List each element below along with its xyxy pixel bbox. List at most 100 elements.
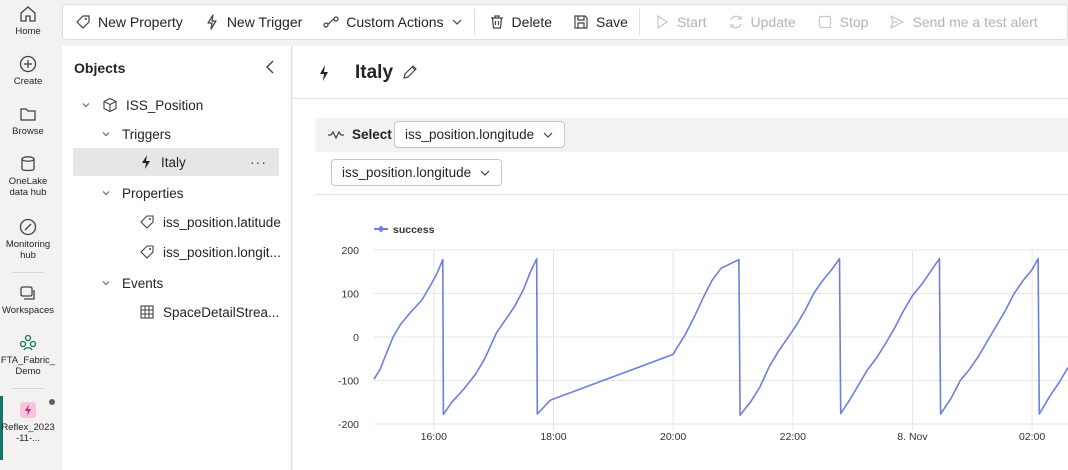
group-icon — [19, 334, 37, 351]
tree-item-label: Events — [122, 275, 164, 291]
x-tick-label: 02:00 — [1019, 431, 1045, 443]
toolbar-divider — [638, 9, 640, 35]
x-tick-label: 22:00 — [780, 431, 806, 443]
send-test-alert-label: Send me a test alert — [912, 14, 1038, 30]
nav-reflex-item[interactable]: Reflex_2023 -11-... — [0, 400, 56, 444]
folder-icon — [20, 108, 36, 121]
nav-home-label: Home — [15, 26, 41, 37]
chevron-down-icon — [452, 19, 461, 25]
flow-icon — [323, 16, 339, 28]
chevron-down-icon[interactable] — [80, 99, 92, 111]
trigger-title: Italy — [355, 62, 394, 83]
nav-create-label: Create — [13, 76, 43, 87]
tree-item-triggers[interactable]: Triggers — [62, 120, 292, 148]
tree-item-property-longitude[interactable]: iss_position.longit... — [62, 238, 292, 266]
workspaces-icon — [20, 286, 35, 300]
wave-icon — [328, 130, 344, 140]
nav-unsaved-dot — [49, 399, 55, 405]
chevron-down-icon — [480, 170, 490, 176]
save-icon — [574, 15, 588, 29]
send-test-alert-button[interactable]: Send me a test alert — [877, 4, 1046, 40]
lightning-icon — [320, 65, 328, 81]
update-button[interactable]: Update — [716, 4, 805, 40]
tree-item-trigger-italy[interactable]: Italy ··· — [73, 148, 279, 176]
property-dropdown[interactable]: iss_position.longitude — [331, 159, 503, 186]
new-property-button[interactable]: New Property — [63, 4, 192, 40]
nav-active-indicator — [0, 396, 3, 460]
tree-item-iss-position[interactable]: ISS_Position — [62, 91, 292, 119]
tree-item-property-latitude[interactable]: iss_position.latitude — [62, 208, 292, 236]
save-label: Save — [596, 14, 628, 30]
nav-workspace-fta[interactable]: FTA_Fabric_ Demo — [0, 333, 56, 377]
objects-title: Objects — [74, 60, 126, 76]
lightning-icon — [142, 155, 150, 169]
nav-divider — [12, 272, 44, 273]
nav-create[interactable]: Create — [0, 54, 56, 87]
select-bar: Select iss_position.longitude — [315, 118, 1068, 152]
chevron-down-icon — [543, 132, 553, 138]
delete-label: Delete — [511, 14, 553, 30]
tree-item-label: ISS_Position — [126, 97, 204, 113]
tree-item-events[interactable]: Events — [62, 269, 292, 297]
nav-home[interactable]: Home — [0, 4, 56, 37]
new-trigger-label: New Trigger — [226, 14, 303, 30]
nav-onelake[interactable]: OneLake data hub — [0, 154, 56, 198]
tree-item-label: SpaceDetailStrea... — [163, 304, 280, 320]
new-property-label: New Property — [98, 14, 183, 30]
reflex-icon — [20, 402, 36, 418]
tree-item-label: iss_position.latitude — [163, 214, 281, 230]
series-line-success — [373, 257, 1068, 417]
objects-panel: Objects ISS_Position Triggers Italy ··· … — [62, 46, 292, 470]
x-tick-label: 18:00 — [540, 431, 566, 443]
tree-item-properties[interactable]: Properties — [62, 179, 292, 207]
custom-actions-button[interactable]: Custom Actions — [311, 4, 471, 40]
select-dropdown-value: iss_position.longitude — [405, 127, 535, 142]
y-tick-label: 100 — [341, 289, 359, 301]
tree-item-label: Properties — [122, 185, 184, 201]
chevron-down-icon[interactable] — [100, 187, 112, 199]
nav-monitoring[interactable]: Monitoring hub — [0, 217, 56, 261]
delete-button[interactable]: Delete — [477, 4, 561, 40]
tag-icon — [140, 245, 154, 259]
nav-browse-label: Browse — [12, 126, 44, 137]
y-tick-label: 200 — [341, 245, 359, 257]
x-tick-label: 16:00 — [421, 431, 447, 443]
nav-workspace-fta-label: FTA_Fabric_ Demo — [0, 355, 56, 377]
new-trigger-button[interactable]: New Trigger — [192, 4, 311, 40]
update-label: Update — [750, 14, 796, 30]
nav-workspaces[interactable]: Workspaces — [0, 283, 56, 316]
toolbar: New Property New Trigger Custom Actions … — [62, 4, 1068, 40]
chevron-down-icon[interactable] — [100, 128, 112, 140]
x-tick-label: 8. Nov — [897, 431, 928, 443]
nav-browse[interactable]: Browse — [0, 104, 56, 137]
lightning-icon — [207, 14, 217, 30]
longitude-line-chart: 200 100 0 -100 -200 16:00 18:00 20:00 22:00 8. No… — [338, 224, 1068, 443]
nav-monitoring-label: Monitoring hub — [5, 239, 51, 261]
nav-onelake-label: OneLake data hub — [8, 176, 48, 198]
chevron-down-icon[interactable] — [100, 277, 112, 289]
save-button[interactable]: Save — [561, 4, 637, 40]
table-grid-icon — [140, 305, 154, 319]
select-label: Select — [352, 127, 392, 142]
tree-item-event-stream[interactable]: SpaceDetailStrea... — [62, 298, 292, 326]
start-label: Start — [676, 14, 707, 30]
trigger-header: Italy — [293, 46, 1068, 99]
legend-swatch-marker — [377, 225, 385, 233]
legend-label-success: success — [393, 224, 435, 236]
stop-icon — [818, 15, 831, 29]
select-dropdown[interactable]: iss_position.longitude — [394, 121, 566, 148]
tree-item-label: Italy — [161, 154, 186, 170]
nav-divider — [12, 388, 44, 389]
send-icon — [890, 15, 905, 29]
stop-button[interactable]: Stop — [805, 4, 878, 40]
nav-rail: Home Create Browse OneLake data hub Moni… — [0, 0, 56, 470]
start-button[interactable]: Start — [642, 4, 716, 40]
monitor-gauge-icon — [19, 218, 37, 236]
more-options-icon[interactable]: ··· — [250, 154, 267, 170]
trash-icon — [490, 15, 503, 29]
chevron-left-icon[interactable] — [262, 58, 280, 76]
nav-reflex-label: Reflex_2023 -11-... — [1, 422, 55, 444]
database-icon — [21, 156, 35, 172]
custom-actions-label: Custom Actions — [346, 14, 444, 30]
pencil-icon[interactable] — [401, 64, 418, 81]
